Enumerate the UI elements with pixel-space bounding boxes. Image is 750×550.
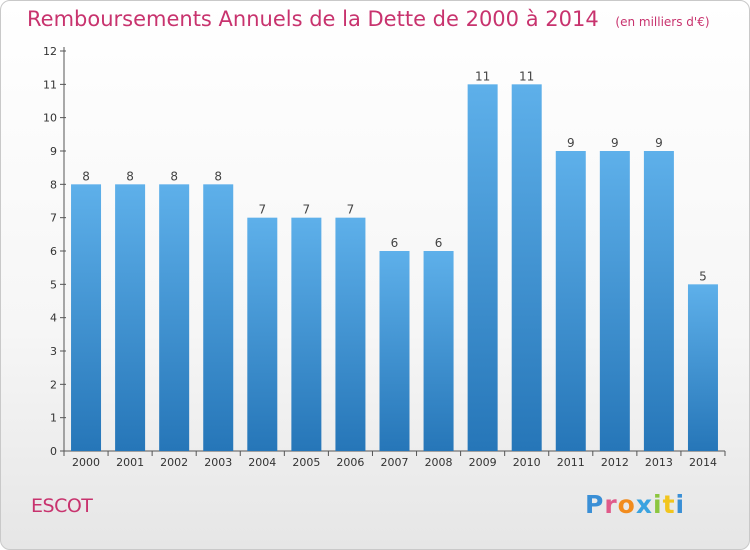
bar-2013	[643, 151, 674, 451]
data-label: 7	[303, 203, 311, 217]
data-label: 9	[655, 136, 663, 150]
bar-2008	[423, 251, 454, 451]
x-tick-label: 2007	[381, 456, 409, 469]
bar-2003	[203, 184, 234, 452]
bar-2006	[335, 217, 366, 451]
data-label: 8	[170, 169, 178, 183]
commune-name: ESCOT	[31, 495, 93, 517]
x-tick-label: 2004	[248, 456, 276, 469]
proxiti-logo[interactable]: Proxiti	[585, 490, 685, 519]
logo-letter: o	[617, 490, 636, 519]
x-tick-label: 2009	[469, 456, 497, 469]
logo-letter: i	[653, 490, 663, 519]
chart-title-text: Remboursements Annuels de la Dette de 20…	[27, 7, 599, 31]
bars	[71, 84, 718, 452]
y-tick-label: 7	[50, 212, 57, 225]
x-tick-label: 2000	[72, 456, 100, 469]
x-tick-label: 2011	[557, 456, 585, 469]
x-tick-label: 2005	[292, 456, 320, 469]
bar-2000	[71, 184, 102, 452]
bar-2011	[555, 151, 586, 451]
y-tick-label: 6	[50, 245, 57, 258]
bar-2005	[291, 217, 322, 451]
x-tick-label: 2008	[425, 456, 453, 469]
y-tick-label: 12	[43, 45, 57, 58]
x-tick-label: 2014	[689, 456, 717, 469]
logo-letter: r	[604, 490, 618, 519]
data-label: 6	[435, 236, 443, 250]
y-tick-label: 3	[50, 345, 57, 358]
data-label: 11	[475, 69, 490, 83]
data-label: 7	[258, 203, 266, 217]
bar-2012	[599, 151, 630, 451]
data-label: 7	[347, 203, 355, 217]
chart-unit: (en milliers d'€)	[615, 15, 710, 29]
data-label: 9	[611, 136, 619, 150]
y-tick-label: 2	[50, 378, 57, 391]
y-tick-label: 4	[50, 312, 57, 325]
logo-letter: P	[585, 490, 605, 519]
x-tick-label: 2012	[601, 456, 629, 469]
x-tick-label: 2003	[204, 456, 232, 469]
x-tick-label: 2006	[336, 456, 364, 469]
x-tick-label: 2010	[513, 456, 541, 469]
y-tick-label: 10	[43, 112, 57, 125]
y-tick-label: 5	[50, 278, 57, 291]
logo-letter: i	[675, 490, 686, 519]
bar-2007	[379, 251, 410, 451]
data-label: 9	[567, 136, 575, 150]
bar-2002	[159, 184, 190, 452]
logo-letter: x	[635, 490, 653, 519]
bar-2009	[467, 84, 498, 451]
data-label: 8	[126, 169, 134, 183]
chart-title: Remboursements Annuels de la Dette de 20…	[27, 7, 710, 31]
data-label: 8	[214, 169, 222, 183]
x-tick-label: 2013	[645, 456, 673, 469]
bar-2004	[247, 217, 278, 451]
bar-2014	[687, 284, 718, 451]
y-tick-label: 1	[50, 412, 57, 425]
bar-2010	[511, 84, 542, 451]
logo-letter: t	[662, 490, 676, 519]
x-tick-label: 2002	[160, 456, 188, 469]
x-tick-label: 2001	[116, 456, 144, 469]
y-tick-label: 0	[50, 445, 57, 458]
data-labels: 8 8 8 8 7 7 7 6 6 11 11 9 9 9 5	[82, 69, 707, 283]
y-tick-label: 11	[43, 78, 57, 91]
data-label: 6	[391, 236, 399, 250]
bar-2001	[115, 184, 146, 452]
data-label: 11	[519, 69, 534, 83]
y-tick-label: 9	[50, 145, 57, 158]
data-label: 8	[82, 169, 90, 183]
data-label: 5	[699, 269, 707, 283]
y-tick-label: 8	[50, 178, 57, 191]
